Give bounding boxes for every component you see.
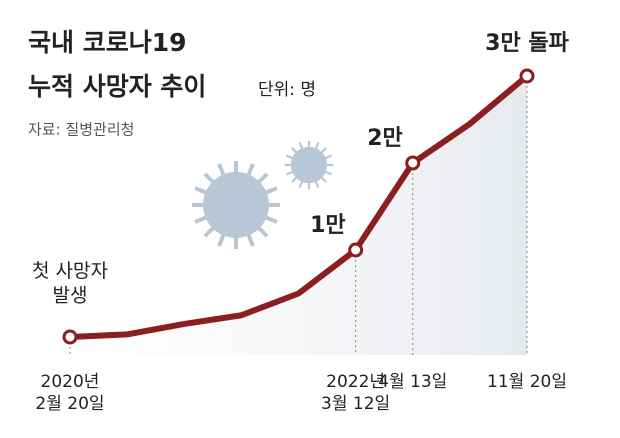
value-label: 1만 <box>310 213 346 238</box>
virus-icon <box>283 139 335 191</box>
area <box>70 76 527 355</box>
x-tick-label: 2022년 3월 12일 <box>321 372 390 414</box>
marker <box>62 329 78 345</box>
x-tick-label: 2020년 2월 20일 <box>35 372 104 414</box>
virus-icon <box>190 159 282 251</box>
value-label: 3만 돌파 <box>485 31 569 56</box>
marker <box>519 68 535 84</box>
value-label: 2만 <box>367 126 403 151</box>
source: 자료: 질병관리청 <box>28 121 134 139</box>
marker <box>348 242 364 258</box>
x-tick-label: 11월 20일 <box>487 372 567 392</box>
annotation: 첫 사망자 발생 <box>32 259 108 306</box>
chart-title: 국내 코로나19 <box>28 28 187 57</box>
chart-title: 누적 사망자 추이 <box>28 72 206 101</box>
marker <box>405 155 421 171</box>
unit-label: 단위: 명 <box>258 80 316 100</box>
x-tick-label: 4월 13일 <box>378 372 447 392</box>
line <box>67 73 530 340</box>
